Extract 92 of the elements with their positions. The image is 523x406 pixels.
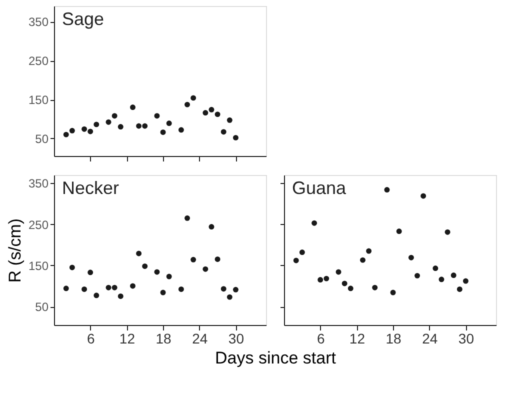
point bbox=[348, 286, 354, 292]
point bbox=[232, 286, 238, 292]
point bbox=[202, 110, 208, 116]
point bbox=[318, 277, 324, 283]
point bbox=[94, 122, 100, 128]
point bbox=[130, 104, 136, 110]
point bbox=[63, 132, 69, 138]
x-tick-label: 12 bbox=[349, 330, 366, 346]
point bbox=[88, 270, 94, 276]
point bbox=[456, 286, 462, 292]
x-tick-label: 24 bbox=[192, 330, 208, 346]
point bbox=[178, 127, 184, 133]
x-tick-label: 6 bbox=[316, 330, 325, 346]
point bbox=[342, 280, 348, 286]
chart-title: Guana bbox=[292, 178, 348, 198]
point bbox=[154, 269, 160, 275]
y-tick-label: 150 bbox=[28, 258, 49, 273]
point bbox=[142, 123, 148, 129]
point bbox=[82, 286, 88, 292]
x-tick-label: 12 bbox=[119, 330, 136, 346]
point bbox=[82, 126, 88, 132]
point bbox=[324, 276, 330, 282]
y-axis-title: R (s/cm) bbox=[5, 218, 24, 283]
point bbox=[112, 113, 118, 119]
point bbox=[202, 266, 208, 272]
point bbox=[208, 106, 214, 112]
point bbox=[184, 215, 190, 221]
point bbox=[390, 290, 396, 296]
point bbox=[214, 256, 220, 262]
point bbox=[178, 286, 184, 292]
point bbox=[166, 274, 172, 280]
point bbox=[293, 258, 299, 264]
y-tick-label: 250 bbox=[28, 218, 49, 232]
point bbox=[130, 283, 136, 289]
point bbox=[432, 266, 438, 272]
point bbox=[226, 294, 232, 300]
point bbox=[366, 248, 372, 254]
x-tick-label: 6 bbox=[86, 330, 95, 346]
point bbox=[336, 269, 342, 275]
point bbox=[88, 128, 94, 134]
point bbox=[420, 193, 426, 199]
point bbox=[220, 129, 226, 135]
chart-title: Necker bbox=[62, 178, 120, 198]
x-tick-label: 18 bbox=[386, 330, 402, 346]
point bbox=[462, 278, 468, 284]
point bbox=[106, 119, 112, 125]
point bbox=[408, 254, 414, 260]
point bbox=[184, 102, 190, 108]
point bbox=[444, 229, 450, 235]
point bbox=[160, 290, 166, 296]
point bbox=[190, 256, 196, 262]
point bbox=[106, 284, 112, 290]
x-axis-title: Days since start bbox=[215, 348, 336, 368]
point bbox=[396, 228, 402, 234]
point bbox=[220, 286, 226, 292]
point bbox=[160, 130, 166, 135]
x-tick-label: 24 bbox=[422, 330, 438, 346]
point bbox=[63, 286, 69, 292]
point bbox=[69, 264, 75, 270]
y-tick-label: 150 bbox=[28, 93, 49, 108]
point bbox=[232, 134, 238, 140]
point bbox=[208, 224, 214, 230]
point bbox=[214, 112, 220, 118]
y-tick-label: 250 bbox=[28, 54, 49, 68]
point bbox=[118, 124, 124, 130]
point bbox=[118, 294, 124, 299]
point bbox=[299, 250, 305, 255]
point bbox=[372, 284, 378, 290]
point bbox=[384, 187, 390, 193]
point bbox=[312, 220, 318, 226]
point bbox=[226, 117, 232, 123]
chart-title: Sage bbox=[62, 9, 104, 29]
point bbox=[450, 272, 456, 278]
point bbox=[414, 272, 420, 278]
y-tick-label: 50 bbox=[35, 132, 49, 146]
y-tick-label: 350 bbox=[28, 176, 49, 191]
point bbox=[136, 123, 142, 129]
y-tick-label: 50 bbox=[35, 300, 49, 314]
point bbox=[94, 292, 100, 298]
x-tick-label: 30 bbox=[228, 330, 244, 346]
y-tick-label: 350 bbox=[28, 15, 49, 30]
point bbox=[154, 113, 160, 119]
point bbox=[438, 276, 444, 282]
point bbox=[166, 120, 172, 126]
point bbox=[142, 264, 148, 269]
point bbox=[69, 128, 75, 134]
point bbox=[136, 250, 142, 256]
point bbox=[360, 257, 366, 263]
point bbox=[112, 284, 118, 290]
x-tick-label: 30 bbox=[458, 330, 474, 346]
x-tick-label: 18 bbox=[156, 330, 172, 346]
point bbox=[190, 95, 196, 101]
